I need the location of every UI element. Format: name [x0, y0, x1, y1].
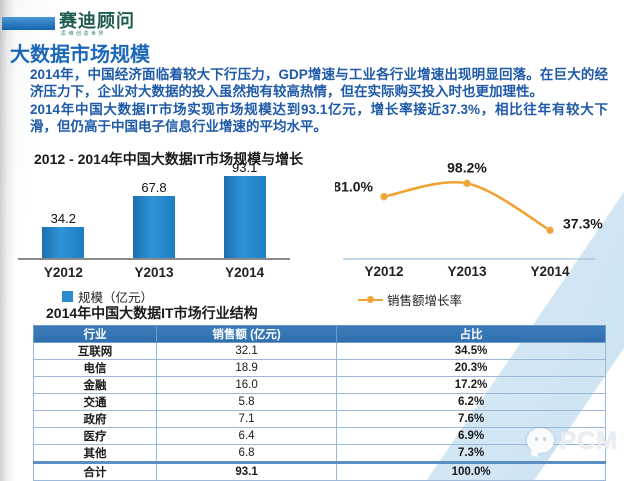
header-blue-bar	[2, 17, 55, 30]
line-legend-label: 销售额增长率	[387, 294, 463, 308]
table-row: 电信 18.9 20.3%	[33, 359, 606, 377]
table-cell-share: 100.0%	[336, 461, 606, 481]
line-value-label: 37.3%	[563, 215, 603, 231]
line-chart-category-axis: Y2012 Y2013 Y2014	[335, 264, 605, 280]
table-row: 交通 5.8 6.2%	[33, 393, 606, 411]
table-cell-share: 6.2%	[336, 393, 606, 411]
table-row: 医疗 6.4 6.9%	[33, 427, 606, 445]
col-header-share: 占比	[336, 325, 606, 343]
table-row: 其他 6.8 7.3%	[33, 444, 606, 463]
table-cell-industry: 金融	[33, 376, 157, 394]
table-cell-industry: 医疗	[33, 427, 157, 445]
table-row: 政府 7.1 7.6%	[33, 410, 606, 428]
bar-chart-title: 2012 - 2014年中国大数据IT市场规模与增长	[34, 151, 304, 167]
body-paragraph-1: 2014年，中国经济面临着较大下行压力，GDP增速与工业各行业增速出现明显回落。…	[30, 67, 608, 100]
bar-value-label: 93.1	[232, 160, 258, 175]
table-cell-sales: 93.1	[155, 461, 338, 481]
page-edge-shade	[0, 0, 16, 481]
line-data-point	[546, 226, 554, 235]
bar-legend-label: 规模（亿元）	[78, 291, 154, 305]
growth-line	[383, 181, 551, 232]
bar-axis-tick-label: Y2012	[43, 265, 83, 280]
line-legend-marker-icon	[358, 296, 383, 303]
bar-chart-category-axis: Y2012 Y2013 Y2014	[18, 265, 290, 280]
table-cell-sales: 7.1	[155, 410, 338, 428]
table-cell-industry: 合计	[33, 461, 157, 481]
line-value-label: 98.2%	[447, 159, 487, 175]
bar-column: 34.2	[18, 160, 109, 258]
col-header-sales: 销售额 (亿元)	[155, 325, 338, 343]
table-header-row: 行业 销售额 (亿元) 占比	[33, 325, 606, 343]
industry-structure-table: 行业 销售额 (亿元) 占比 互联网 32.1 34.5% 电信 18.9 20.3% 金融…	[33, 325, 606, 481]
line-chart-legend: 销售额增长率	[358, 290, 462, 309]
table-cell-sales: 16.0	[155, 376, 338, 394]
bar-chart-plot: 34.2 67.8 93.1	[18, 160, 290, 260]
table-row: 互联网 32.1 34.5%	[33, 342, 606, 360]
bar-chart-legend: 规模（亿元）	[62, 287, 153, 306]
bar-axis-tick-label: Y2013	[134, 265, 174, 280]
table-title: 2014年中国大数据IT市场行业结构	[46, 305, 258, 321]
table-cell-share: 17.2%	[336, 376, 606, 394]
line-axis-tick-label: Y2014	[530, 264, 570, 279]
table-cell-share: 20.3%	[336, 359, 606, 377]
col-header-industry: 行业	[33, 325, 157, 343]
bar	[223, 176, 266, 258]
wechat-icon	[525, 426, 557, 458]
table-cell-share: 34.5%	[336, 342, 606, 360]
ccid-logo: 赛迪顾问	[59, 11, 135, 31]
line-axis-tick-label: Y2012	[364, 264, 404, 279]
body-text: 2014年，中国经济面临着较大下行压力，GDP增速与工业各行业增速出现明显回落。…	[30, 66, 608, 135]
line-axis-tick-label: Y2013	[447, 264, 487, 279]
table-cell-industry: 电信	[33, 359, 157, 377]
bar-value-label: 67.8	[141, 179, 167, 195]
table-cell-sales: 5.8	[155, 393, 338, 411]
table-cell-industry: 其他	[33, 444, 157, 463]
table-cell-industry: 政府	[33, 410, 157, 428]
line-value-label: 81.0%	[335, 179, 374, 195]
table-cell-sales: 18.9	[155, 359, 338, 377]
table-cell-sales: 6.4	[155, 427, 338, 445]
bar	[42, 226, 85, 258]
page-title: 大数据市场规模	[10, 44, 150, 66]
bar	[133, 195, 175, 258]
line-chart-plot: 81.0% 98.2% 37.3%	[333, 150, 605, 267]
table-cell-industry: 互联网	[33, 342, 157, 360]
table-cell-sales: 32.1	[155, 342, 338, 360]
table-row: 金融 16.0 17.2%	[33, 376, 606, 394]
table-cell-industry: 交通	[33, 393, 157, 411]
table-cell-sales: 6.8	[155, 444, 338, 463]
line-data-point	[380, 192, 388, 201]
body-paragraph-2: 2014年中国大数据IT市场实现市场规模达到93.1亿元，增长率接近37.3%，…	[30, 101, 608, 134]
growth-line-chart: 81.0% 98.2% 37.3%	[333, 159, 603, 260]
bar-legend-swatch-icon	[62, 291, 73, 302]
watermark-label: PCM	[559, 426, 618, 455]
line-data-point	[463, 179, 471, 188]
table-total-row: 合计 93.1 100.0%	[33, 461, 606, 481]
bar-column: 93.1	[199, 160, 290, 258]
pcm-watermark: PCM	[525, 426, 618, 458]
bar-value-label: 34.2	[50, 210, 76, 226]
ccid-logo-tagline: 思维创造世界	[61, 31, 107, 37]
table-cell-share: 7.6%	[336, 410, 606, 428]
bar-axis-tick-label: Y2014	[225, 265, 265, 280]
bar-column: 67.8	[109, 160, 200, 258]
